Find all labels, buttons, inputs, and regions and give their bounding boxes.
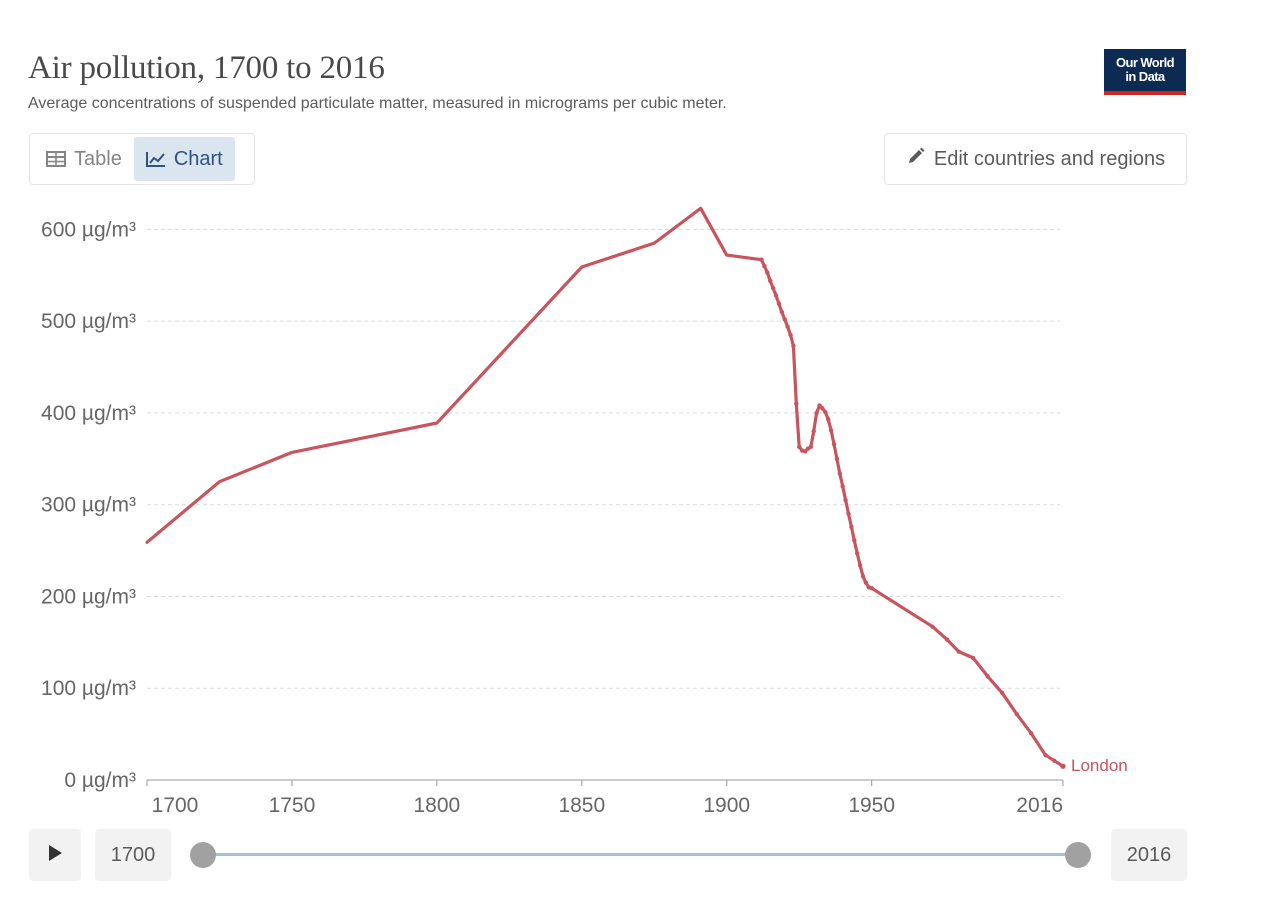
- data-point: [782, 317, 787, 322]
- y-tick-label: 0 µg/m³: [64, 769, 136, 792]
- data-point: [1052, 758, 1057, 763]
- play-button[interactable]: [29, 829, 81, 881]
- data-point: [999, 690, 1005, 696]
- chart-title: Air pollution, 1700 to 2016: [28, 50, 385, 86]
- data-point: [857, 563, 863, 568]
- data-point: [869, 586, 874, 591]
- y-tick-label: 100 µg/m³: [41, 677, 136, 700]
- view-tabs: Table Chart: [29, 133, 255, 185]
- data-point: [817, 403, 822, 408]
- data-point: [823, 409, 828, 415]
- logo-line2: in Data: [1125, 69, 1165, 84]
- line-chart-icon: [145, 151, 166, 167]
- data-point: [814, 410, 819, 416]
- play-icon: [47, 844, 63, 867]
- data-point: [765, 270, 770, 275]
- data-point: [831, 441, 837, 447]
- data-point: [770, 285, 776, 291]
- data-point: [834, 456, 840, 462]
- data-point: [762, 263, 767, 269]
- owid-logo[interactable]: Our World in Data: [1104, 49, 1186, 95]
- tab-chart[interactable]: Chart: [133, 137, 235, 181]
- y-tick-label: 200 µg/m³: [41, 585, 136, 608]
- data-point: [837, 471, 842, 476]
- pencil-icon: [906, 146, 926, 172]
- tab-table[interactable]: Table: [34, 137, 134, 181]
- data-point: [860, 574, 866, 579]
- y-axis-labels: 0 µg/m³ 100 µg/m³ 200 µg/m³ 300 µg/m³ 400 µg…: [41, 218, 136, 792]
- x-tick-label: 1950: [848, 794, 895, 817]
- data-point: [828, 428, 834, 433]
- x-axis: 1700 1750 1800 1850 1900 1950 2016: [146, 779, 1064, 817]
- line-chart: 0 µg/m³ 100 µg/m³ 200 µg/m³ 300 µg/m³ 400 µg…: [41, 206, 1128, 817]
- chart-series: London: [145, 206, 1128, 775]
- data-point: [846, 511, 851, 517]
- data-point: [808, 444, 814, 450]
- x-tick-label: 1850: [558, 794, 605, 817]
- data-point: [776, 301, 782, 306]
- data-point: [820, 406, 825, 411]
- chart-subtitle: Average concentrations of suspended part…: [28, 95, 727, 112]
- data-point: [779, 309, 785, 315]
- data-point: [849, 524, 854, 529]
- start-year-handle[interactable]: [190, 842, 216, 868]
- data-point: [1028, 730, 1034, 736]
- edit-countries-label: Edit countries and regions: [933, 147, 1166, 170]
- data-point: [797, 444, 802, 450]
- data-point: [791, 343, 796, 349]
- data-point: [956, 649, 961, 654]
- logo-line1: Our World: [1116, 55, 1175, 70]
- data-point: [840, 484, 845, 489]
- data-point: [773, 293, 779, 298]
- y-tick-label: 600 µg/m³: [41, 218, 136, 241]
- x-tick-label: 2016: [1016, 794, 1063, 817]
- chart-grid: [147, 228, 1060, 689]
- x-tick-label: 1800: [414, 794, 461, 817]
- data-point: [811, 429, 816, 434]
- data-point: [1060, 763, 1066, 769]
- tab-table-label: Table: [74, 147, 122, 170]
- table-icon: [46, 151, 66, 167]
- y-tick-label: 500 µg/m³: [41, 310, 136, 333]
- timeline-track[interactable]: [203, 853, 1078, 856]
- tab-chart-label: Chart: [173, 147, 223, 170]
- data-point: [944, 637, 950, 642]
- data-point: [788, 332, 793, 338]
- data-point: [768, 278, 773, 283]
- data-point: [759, 257, 764, 262]
- data-point: [826, 417, 831, 422]
- start-year-box[interactable]: 1700: [95, 829, 171, 881]
- data-point: [794, 401, 799, 406]
- data-point: [863, 580, 869, 585]
- y-tick-label: 400 µg/m³: [41, 402, 136, 425]
- data-point: [985, 674, 990, 679]
- data-point: [930, 624, 935, 629]
- end-year-box[interactable]: 2016: [1111, 829, 1187, 881]
- y-tick-label: 300 µg/m³: [41, 494, 136, 517]
- data-point: [802, 449, 808, 454]
- data-point: [854, 551, 860, 556]
- end-year-handle[interactable]: [1065, 842, 1091, 868]
- series-line-london: [145, 206, 1065, 768]
- data-point: [970, 655, 976, 661]
- data-point: [852, 538, 857, 543]
- x-tick-label: 1700: [152, 794, 199, 817]
- edit-countries-button[interactable]: Edit countries and regions: [884, 133, 1187, 185]
- series-label-london: London: [1071, 756, 1128, 775]
- data-point: [1043, 753, 1048, 758]
- data-point: [785, 324, 790, 329]
- data-point: [1014, 711, 1019, 717]
- data-point: [843, 497, 848, 503]
- x-tick-label: 1750: [269, 794, 316, 817]
- x-tick-label: 1900: [703, 794, 750, 817]
